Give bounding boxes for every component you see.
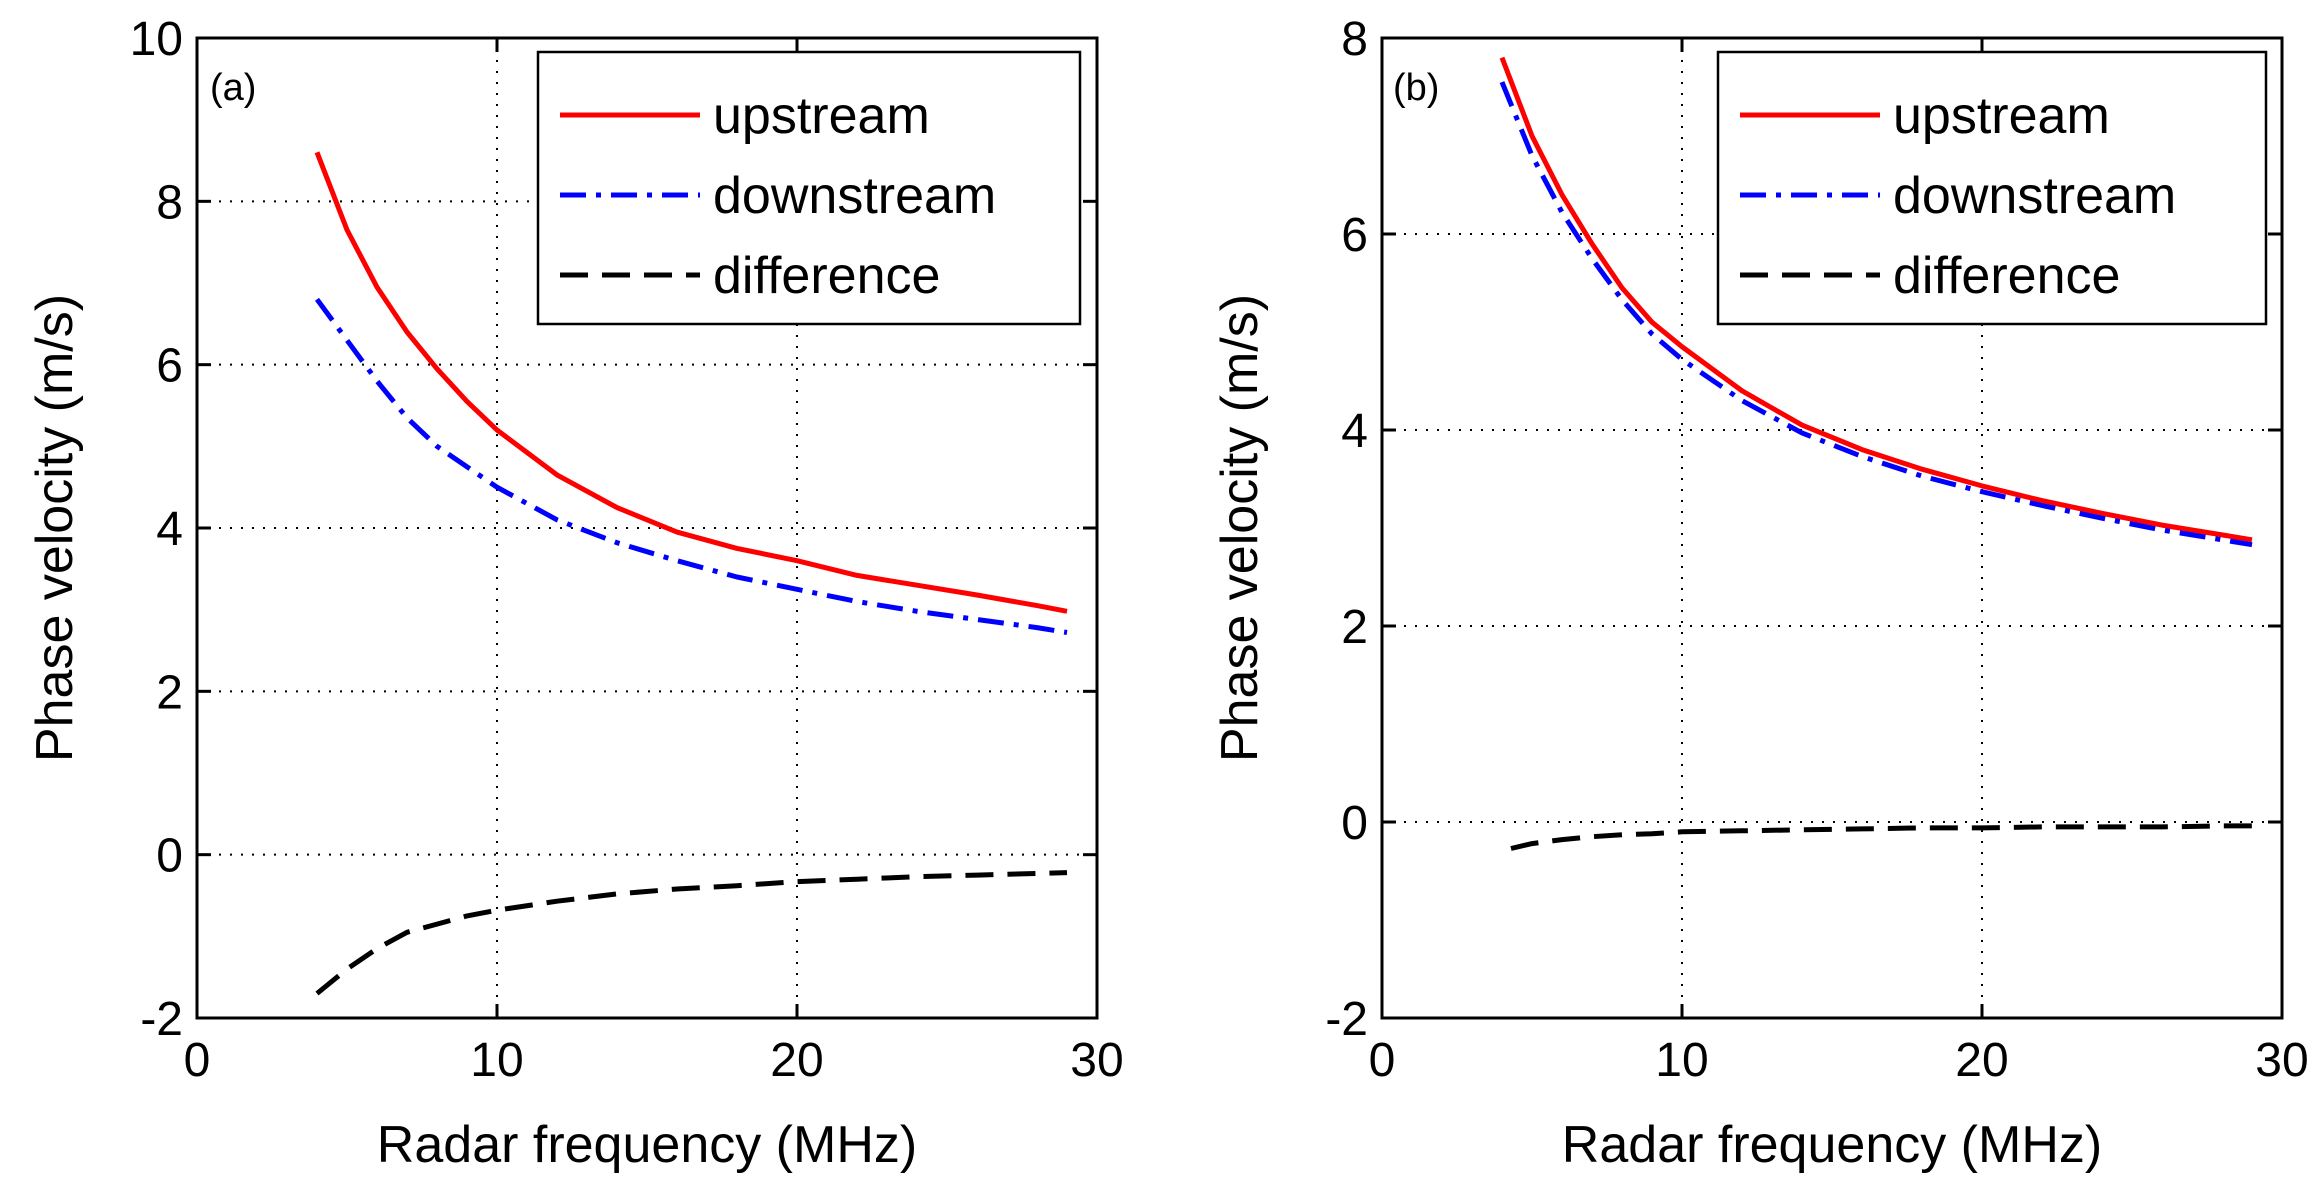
y-tick-label: 8	[1341, 13, 1368, 66]
y-axis-label: Phase velocity (m/s)	[26, 294, 84, 762]
x-tick-label: 30	[1070, 1034, 1123, 1087]
y-axis-label: Phase velocity (m/s)	[1211, 294, 1269, 762]
series-line-difference	[1510, 823, 2252, 851]
y-tick-label: 4	[156, 503, 183, 556]
legend-label-downstream: downstream	[1893, 167, 2176, 225]
legend-label-difference: difference	[713, 247, 940, 305]
legend-label-upstream: upstream	[1893, 87, 2110, 145]
x-axis-label: Radar frequency (MHz)	[377, 1116, 917, 1174]
y-tick-label: -2	[1325, 993, 1368, 1046]
x-tick-label: 20	[770, 1034, 823, 1087]
y-tick-label: 6	[156, 340, 183, 393]
legend: upstream downstream difference	[1716, 50, 2268, 326]
legend-label-downstream: downstream	[713, 167, 996, 225]
x-tick-label: 10	[1655, 1034, 1708, 1087]
x-tick-label: 0	[1369, 1034, 1396, 1087]
y-tick-label: -2	[140, 993, 183, 1046]
y-tick-label: 4	[1341, 405, 1368, 458]
panel-label: (b)	[1393, 67, 1439, 109]
legend-label-upstream: upstream	[713, 87, 930, 145]
series-line-upstream	[314, 151, 1068, 614]
x-tick-label: 30	[2255, 1034, 2308, 1087]
y-tick-label: 8	[156, 176, 183, 229]
y-tick-label: 10	[130, 13, 183, 66]
y-tick-label: 0	[156, 830, 183, 883]
legend: upstream downstream difference	[536, 50, 1082, 326]
legend-box	[536, 50, 1082, 326]
x-tick-label: 0	[184, 1034, 211, 1087]
series-line-upstream	[1499, 56, 2253, 543]
legend-label-difference: difference	[1893, 247, 2120, 305]
series-lines	[314, 151, 1068, 996]
y-tick-label: 0	[1341, 797, 1368, 850]
legend-box	[1716, 50, 2268, 326]
y-tick-label: 6	[1341, 209, 1368, 262]
series-lines	[1499, 56, 2253, 851]
x-tick-label: 20	[1955, 1034, 2008, 1087]
series-line-difference	[315, 870, 1068, 996]
plot-frame	[1380, 36, 2284, 1020]
series-line-downstream	[1499, 81, 2253, 548]
x-tick-label: 10	[470, 1034, 523, 1087]
series-line-downstream	[314, 297, 1068, 635]
y-tick-label: 2	[156, 666, 183, 719]
x-axis-label: Radar frequency (MHz)	[1562, 1116, 2102, 1174]
panel-label: (a)	[210, 67, 256, 109]
y-tick-label: 2	[1341, 601, 1368, 654]
